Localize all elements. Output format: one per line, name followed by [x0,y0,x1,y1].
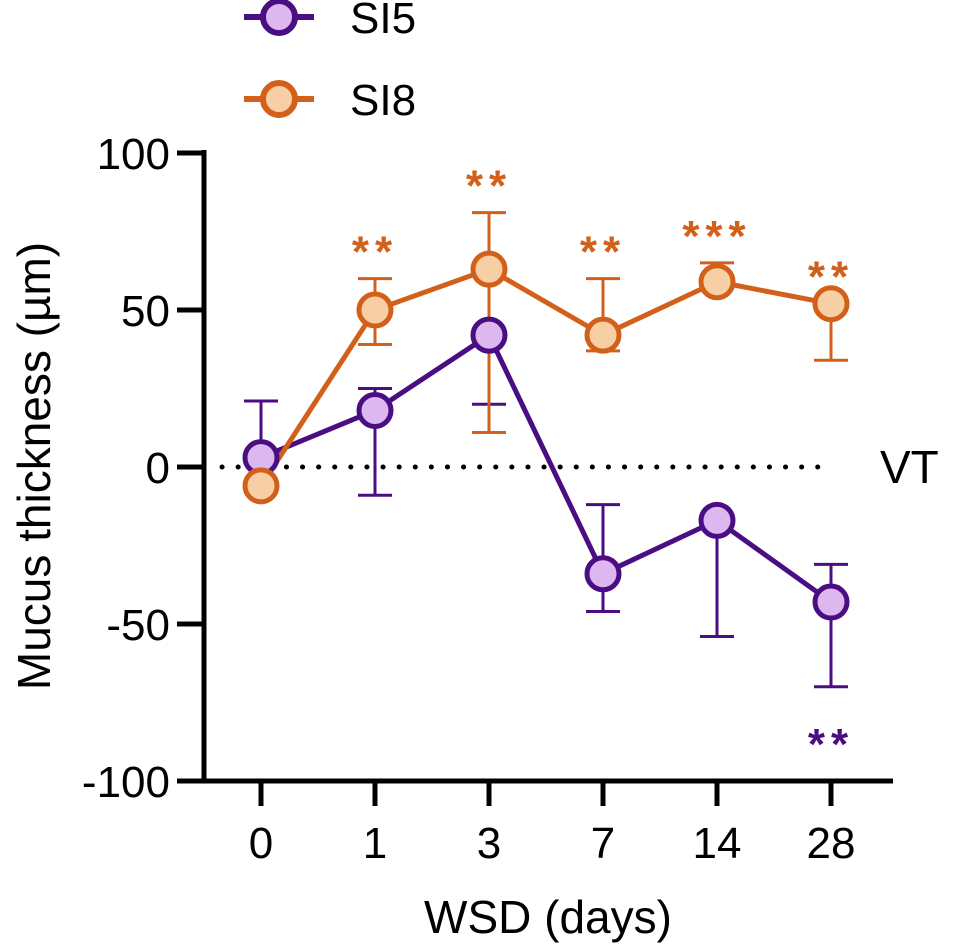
data-point-si8 [698,263,736,301]
legend-label-si5: SI5 [350,0,416,43]
y-tick-label: -50 [106,601,170,650]
x-tick-label: 3 [477,819,501,868]
x-tick-label: 1 [363,819,387,868]
data-point-si8 [812,285,850,323]
series-lines [258,266,833,605]
legend: SI5 SI8 [244,0,416,125]
axes [201,150,893,784]
significance-label-si8: ** [466,162,512,211]
y-tick-label: 50 [121,287,170,336]
y-tick-label: -100 [82,758,170,807]
legend-label-si8: SI8 [350,76,416,125]
x-tick-label: 0 [249,819,273,868]
reference-line-label: VT [880,441,939,493]
data-point-si5 [812,583,850,621]
legend-marker-si8 [260,80,298,118]
data-points [242,250,850,621]
data-point-si8 [356,291,394,329]
significance-label-si8: ** [580,228,626,277]
data-point-si8 [242,467,280,505]
significance-label-si8: *** [682,212,751,261]
significance-label-si5: ** [808,720,854,769]
data-point-si8 [584,316,622,354]
legend-marker-si5 [260,0,298,36]
x-axis-label: WSD (days) [424,891,672,943]
series-line-si8 [258,266,832,488]
y-axis-label: Mucus thickness (µm) [8,242,60,690]
x-tick-label: 7 [591,819,615,868]
x-tick-label: 28 [807,819,856,868]
data-point-si8 [470,250,508,288]
data-point-si5 [356,391,394,429]
x-ticks: 0 1 3 7 14 28 [249,781,856,868]
reference-line-group: VT [219,441,939,493]
significance-label-si8: ** [352,228,398,277]
data-point-si5 [698,501,736,539]
data-point-si5 [584,555,622,593]
y-tick-label: 0 [146,444,170,493]
data-point-si5 [470,316,508,354]
y-tick-label: 100 [97,130,170,179]
series-line-si5 [260,332,833,605]
error-bars [244,211,848,689]
y-ticks: 100 50 0 -50 -100 [82,130,204,807]
significance-labels: ******** ***** [352,162,854,769]
significance-label-si8: ** [808,253,854,302]
x-tick-label: 14 [693,819,742,868]
